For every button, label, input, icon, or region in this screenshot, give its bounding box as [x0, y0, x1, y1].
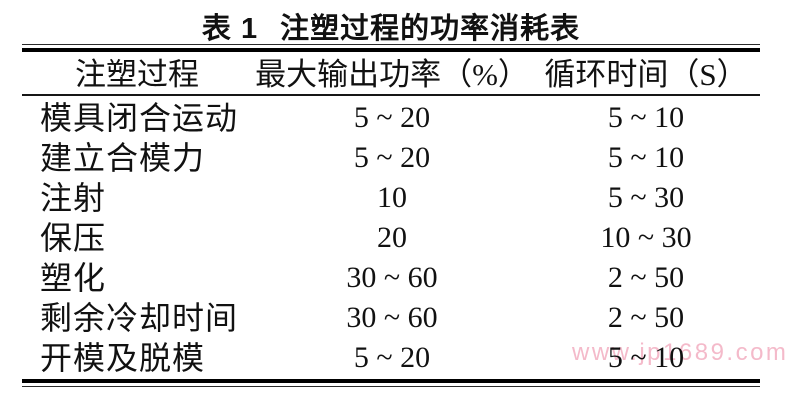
table-row: 开模及脱模 5 ~ 20 5 ~ 10: [22, 338, 760, 378]
cell-process: 开模及脱模: [40, 340, 206, 376]
header-separator-rule: [22, 94, 760, 96]
cell-cycle-time: 10 ~ 30: [600, 221, 692, 254]
cell-max-power: 5 ~ 20: [353, 101, 431, 134]
top-rule-thick: [22, 48, 760, 52]
table-title: 注塑过程的功率消耗表: [280, 13, 581, 45]
site-watermark: www.jp1689.com: [572, 339, 789, 366]
table-caption: 表 1 注塑过程的功率消耗表: [22, 5, 760, 47]
bottom-rule-thin: [22, 385, 760, 387]
cell-cycle-time: 2 ~ 50: [607, 301, 685, 334]
table-body: 模具闭合运动 5 ~ 20 5 ~ 10 建立合模力 5 ~ 20 5 ~ 10…: [22, 98, 760, 378]
cell-process: 模具闭合运动: [40, 100, 239, 136]
cell-cycle-time: 5 ~ 30: [607, 181, 685, 214]
table-row: 建立合模力 5 ~ 20 5 ~ 10: [22, 138, 760, 178]
column-header-process: 注塑过程: [75, 57, 199, 92]
cell-cycle-time: 5 ~ 10: [607, 141, 685, 174]
cell-max-power: 30 ~ 60: [346, 301, 438, 334]
table-header-row: 注塑过程 最大输出功率（%） 循环时间（S）: [22, 56, 760, 94]
cell-max-power: 5 ~ 20: [353, 141, 431, 174]
table-row: 剩余冷却时间 30 ~ 60 2 ~ 50: [22, 298, 760, 338]
cell-max-power: 5 ~ 20: [353, 341, 431, 374]
table-row: 注射 10 5 ~ 30: [22, 178, 760, 218]
table-row: 保压 20 10 ~ 30: [22, 218, 760, 258]
cell-process: 注射: [40, 180, 107, 216]
cell-cycle-time: 2 ~ 50: [607, 261, 685, 294]
table-number: 表 1: [201, 13, 259, 45]
cell-cycle-time: 5 ~ 10: [607, 341, 685, 374]
cell-process: 建立合模力: [40, 140, 206, 176]
bottom-rule-thick: [22, 379, 760, 383]
table-row: 模具闭合运动 5 ~ 20 5 ~ 10: [22, 98, 760, 138]
cell-cycle-time: 5 ~ 10: [607, 101, 685, 134]
column-header-max-power: 最大输出功率（%）: [255, 57, 529, 92]
cell-max-power: 10: [377, 181, 407, 214]
cell-max-power: 30 ~ 60: [346, 261, 438, 294]
cell-process: 保压: [40, 220, 107, 256]
table-row: 塑化 30 ~ 60 2 ~ 50: [22, 258, 760, 298]
cell-max-power: 20: [377, 221, 407, 254]
column-header-cycle-time: 循环时间（S）: [544, 57, 748, 92]
top-rule-thin: [22, 43, 760, 45]
cell-process: 塑化: [40, 260, 107, 296]
cell-process: 剩余冷却时间: [40, 300, 239, 336]
